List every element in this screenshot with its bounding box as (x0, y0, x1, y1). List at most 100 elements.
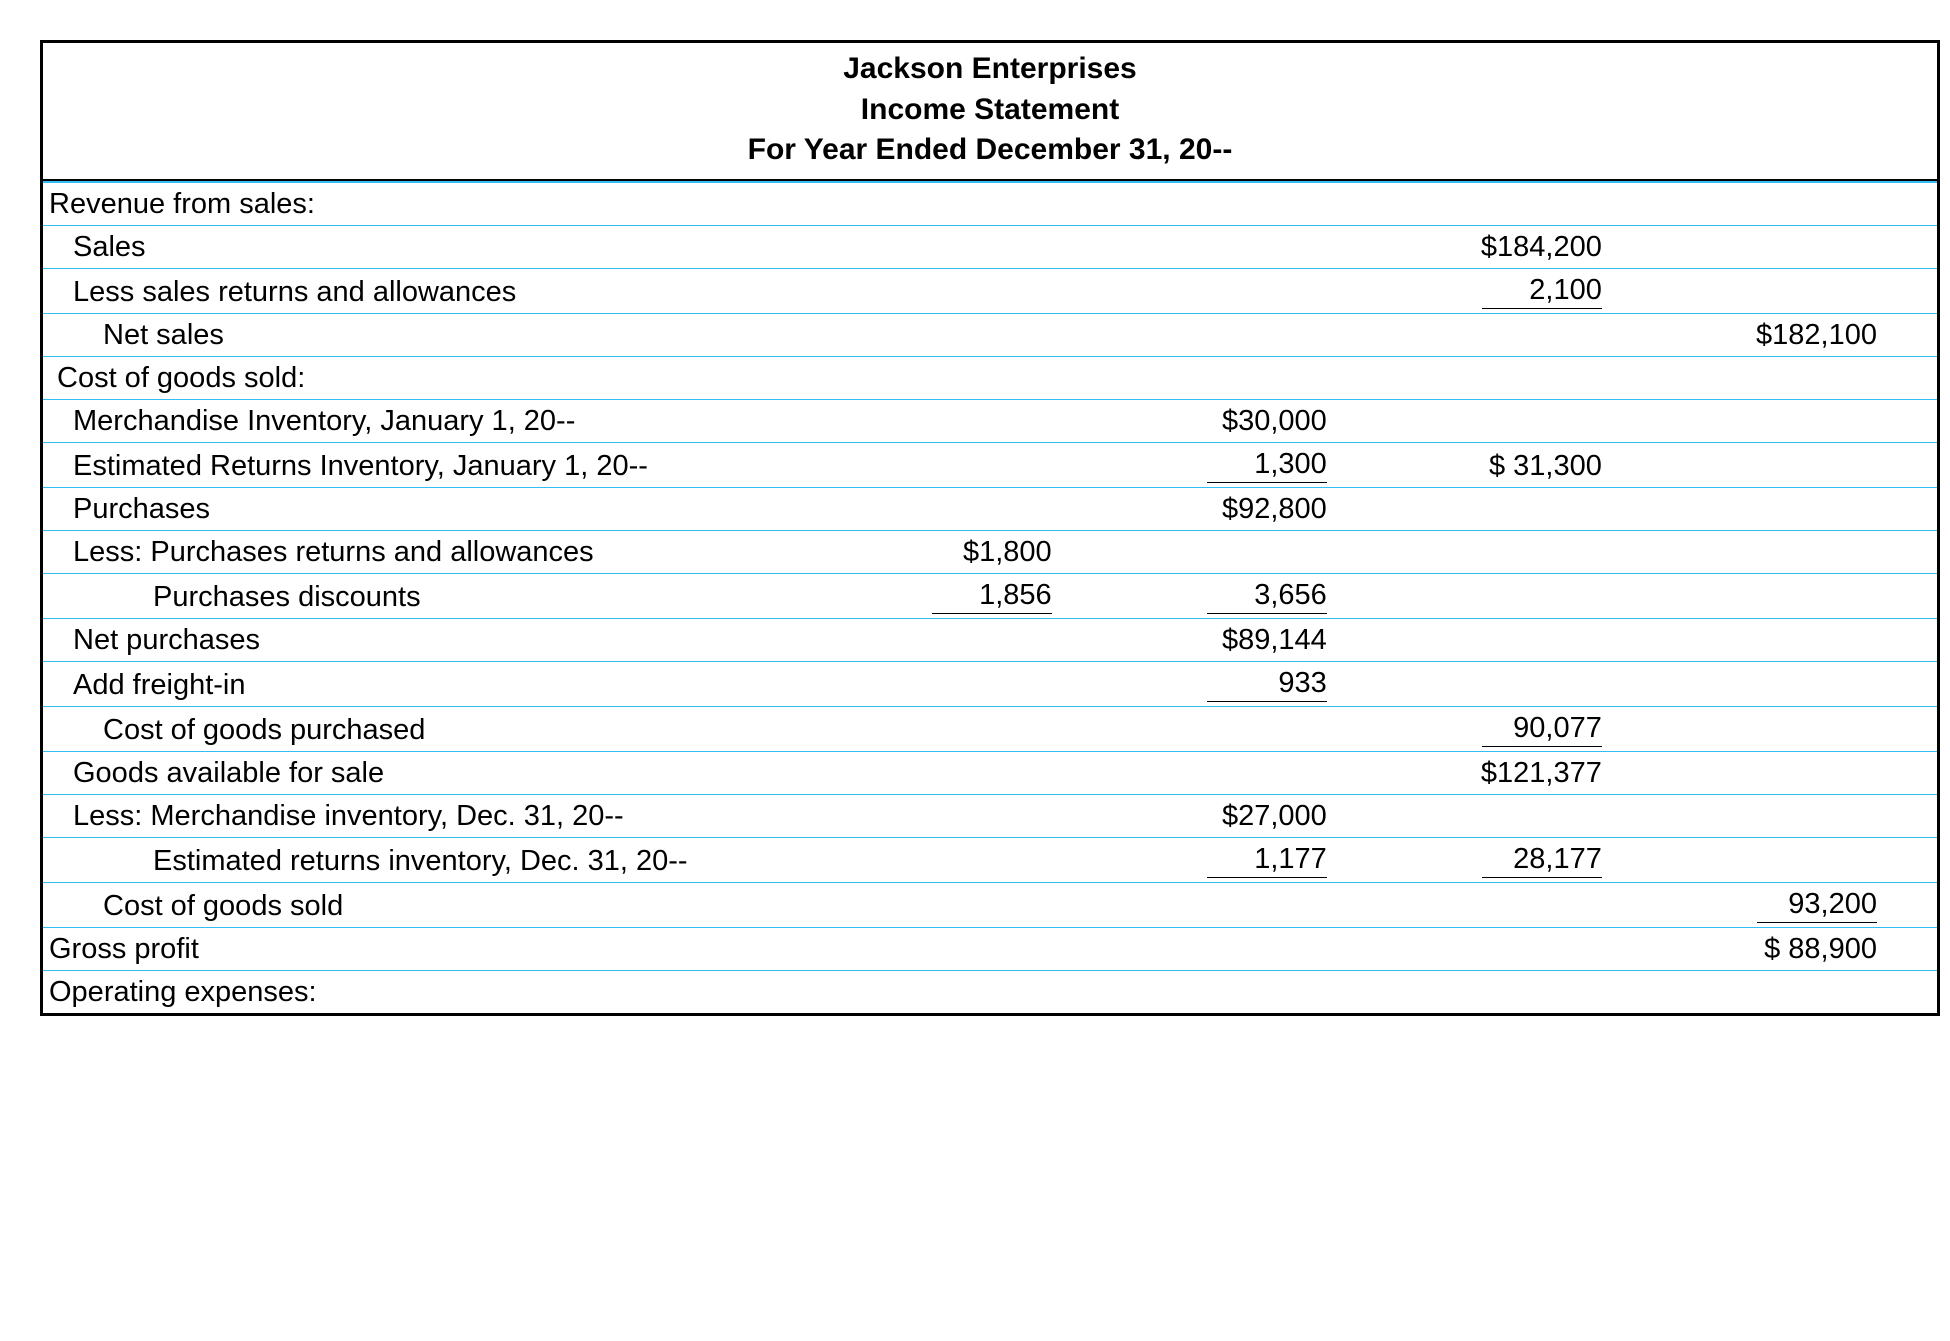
amount-col-c (1387, 530, 1662, 573)
row-label: Merchandise Inventory, January 1, 20-- (43, 399, 847, 442)
table-row: Estimated Returns Inventory, January 1, … (43, 442, 1937, 487)
amount-col-a (847, 751, 1112, 794)
amount-col-a (847, 882, 1112, 927)
row-label: Estimated returns inventory, Dec. 31, 20… (43, 837, 847, 882)
statement-header: Jackson Enterprises Income Statement For… (43, 43, 1937, 181)
row-label: Sales (43, 225, 847, 268)
table-row: Cost of goods sold 93,200 (43, 882, 1937, 927)
amount-col-a: $1,800 (847, 530, 1112, 573)
row-label: Net sales (43, 313, 847, 356)
amount-col-d (1662, 751, 1937, 794)
amount-col-a (847, 442, 1112, 487)
company-name: Jackson Enterprises (43, 49, 1937, 90)
amount-col-a (847, 618, 1112, 661)
amount-col-d (1662, 661, 1937, 706)
amount-col-c: 90,077 (1387, 706, 1662, 751)
row-label: Estimated Returns Inventory, January 1, … (43, 442, 847, 487)
amount-col-b: $30,000 (1112, 399, 1387, 442)
statement-table: Revenue from sales:Sales$184,200Less sal… (43, 181, 1937, 1013)
table-row: Less sales returns and allowances2,100 (43, 268, 1937, 313)
amount-col-d (1662, 487, 1937, 530)
amount-col-b: 1,177 (1112, 837, 1387, 882)
amount-col-a (847, 356, 1112, 399)
amount-col-b: 933 (1112, 661, 1387, 706)
row-label: Add freight-in (43, 661, 847, 706)
amount-col-b (1112, 927, 1387, 970)
amount-col-a (847, 927, 1112, 970)
table-row: Less: Purchases returns and allowances$1… (43, 530, 1937, 573)
amount-col-c (1387, 487, 1662, 530)
amount-col-b: $27,000 (1112, 794, 1387, 837)
amount-col-b (1112, 182, 1387, 226)
table-row: Purchases discounts1,8563,656 (43, 573, 1937, 618)
amount-col-c (1387, 618, 1662, 661)
statement-period: For Year Ended December 31, 20-- (43, 130, 1937, 171)
row-label: Goods available for sale (43, 751, 847, 794)
amount-col-a (847, 313, 1112, 356)
amount-col-a: 1,856 (847, 573, 1112, 618)
amount-col-a (847, 706, 1112, 751)
amount-col-c (1387, 927, 1662, 970)
amount-col-b (1112, 225, 1387, 268)
amount-col-a (847, 182, 1112, 226)
row-label: Purchases (43, 487, 847, 530)
row-label: Cost of goods purchased (43, 706, 847, 751)
table-row: Net purchases $89,144 (43, 618, 1937, 661)
row-label: Less: Merchandise inventory, Dec. 31, 20… (43, 794, 847, 837)
amount-col-d (1662, 573, 1937, 618)
amount-col-d (1662, 268, 1937, 313)
row-label: Operating expenses: (43, 970, 847, 1013)
amount-col-d (1662, 530, 1937, 573)
amount-col-c (1387, 182, 1662, 226)
amount-col-d (1662, 706, 1937, 751)
table-row: Purchases $92,800 (43, 487, 1937, 530)
amount-col-b (1112, 356, 1387, 399)
row-label: Revenue from sales: (43, 182, 847, 226)
row-label: Gross profit (43, 927, 847, 970)
row-label: Net purchases (43, 618, 847, 661)
amount-col-d (1662, 837, 1937, 882)
amount-col-c (1387, 970, 1662, 1013)
row-label: Cost of goods sold (43, 882, 847, 927)
amount-col-d: 93,200 (1662, 882, 1937, 927)
row-label: Less: Purchases returns and allowances (43, 530, 847, 573)
row-label: Purchases discounts (43, 573, 847, 618)
table-row: Gross profit $ 88,900 (43, 927, 1937, 970)
amount-col-c (1387, 794, 1662, 837)
amount-col-b (1112, 706, 1387, 751)
table-row: Goods available for sale$121,377 (43, 751, 1937, 794)
table-row: Less: Merchandise inventory, Dec. 31, 20… (43, 794, 1937, 837)
amount-col-b (1112, 882, 1387, 927)
amount-col-b: $92,800 (1112, 487, 1387, 530)
amount-col-c (1387, 882, 1662, 927)
amount-col-d (1662, 618, 1937, 661)
amount-col-b (1112, 970, 1387, 1013)
amount-col-a (847, 268, 1112, 313)
amount-col-a (847, 661, 1112, 706)
amount-col-a (847, 399, 1112, 442)
amount-col-a (847, 225, 1112, 268)
table-row: Revenue from sales: (43, 182, 1937, 226)
table-row: Cost of goods sold: (43, 356, 1937, 399)
amount-col-c (1387, 573, 1662, 618)
income-statement: Jackson Enterprises Income Statement For… (40, 40, 1940, 1016)
amount-col-d: $ 88,900 (1662, 927, 1937, 970)
amount-col-b: $89,144 (1112, 618, 1387, 661)
table-row: Operating expenses: (43, 970, 1937, 1013)
amount-col-d (1662, 225, 1937, 268)
amount-col-a (847, 970, 1112, 1013)
table-row: Cost of goods purchased 90,077 (43, 706, 1937, 751)
table-row: Estimated returns inventory, Dec. 31, 20… (43, 837, 1937, 882)
amount-col-b: 1,300 (1112, 442, 1387, 487)
row-label: Cost of goods sold: (43, 356, 847, 399)
amount-col-d (1662, 399, 1937, 442)
amount-col-d: $182,100 (1662, 313, 1937, 356)
amount-col-c (1387, 399, 1662, 442)
amount-col-b: 3,656 (1112, 573, 1387, 618)
amount-col-a (847, 487, 1112, 530)
amount-col-b (1112, 313, 1387, 356)
amount-col-d (1662, 182, 1937, 226)
amount-col-d (1662, 794, 1937, 837)
amount-col-b (1112, 751, 1387, 794)
amount-col-b (1112, 530, 1387, 573)
